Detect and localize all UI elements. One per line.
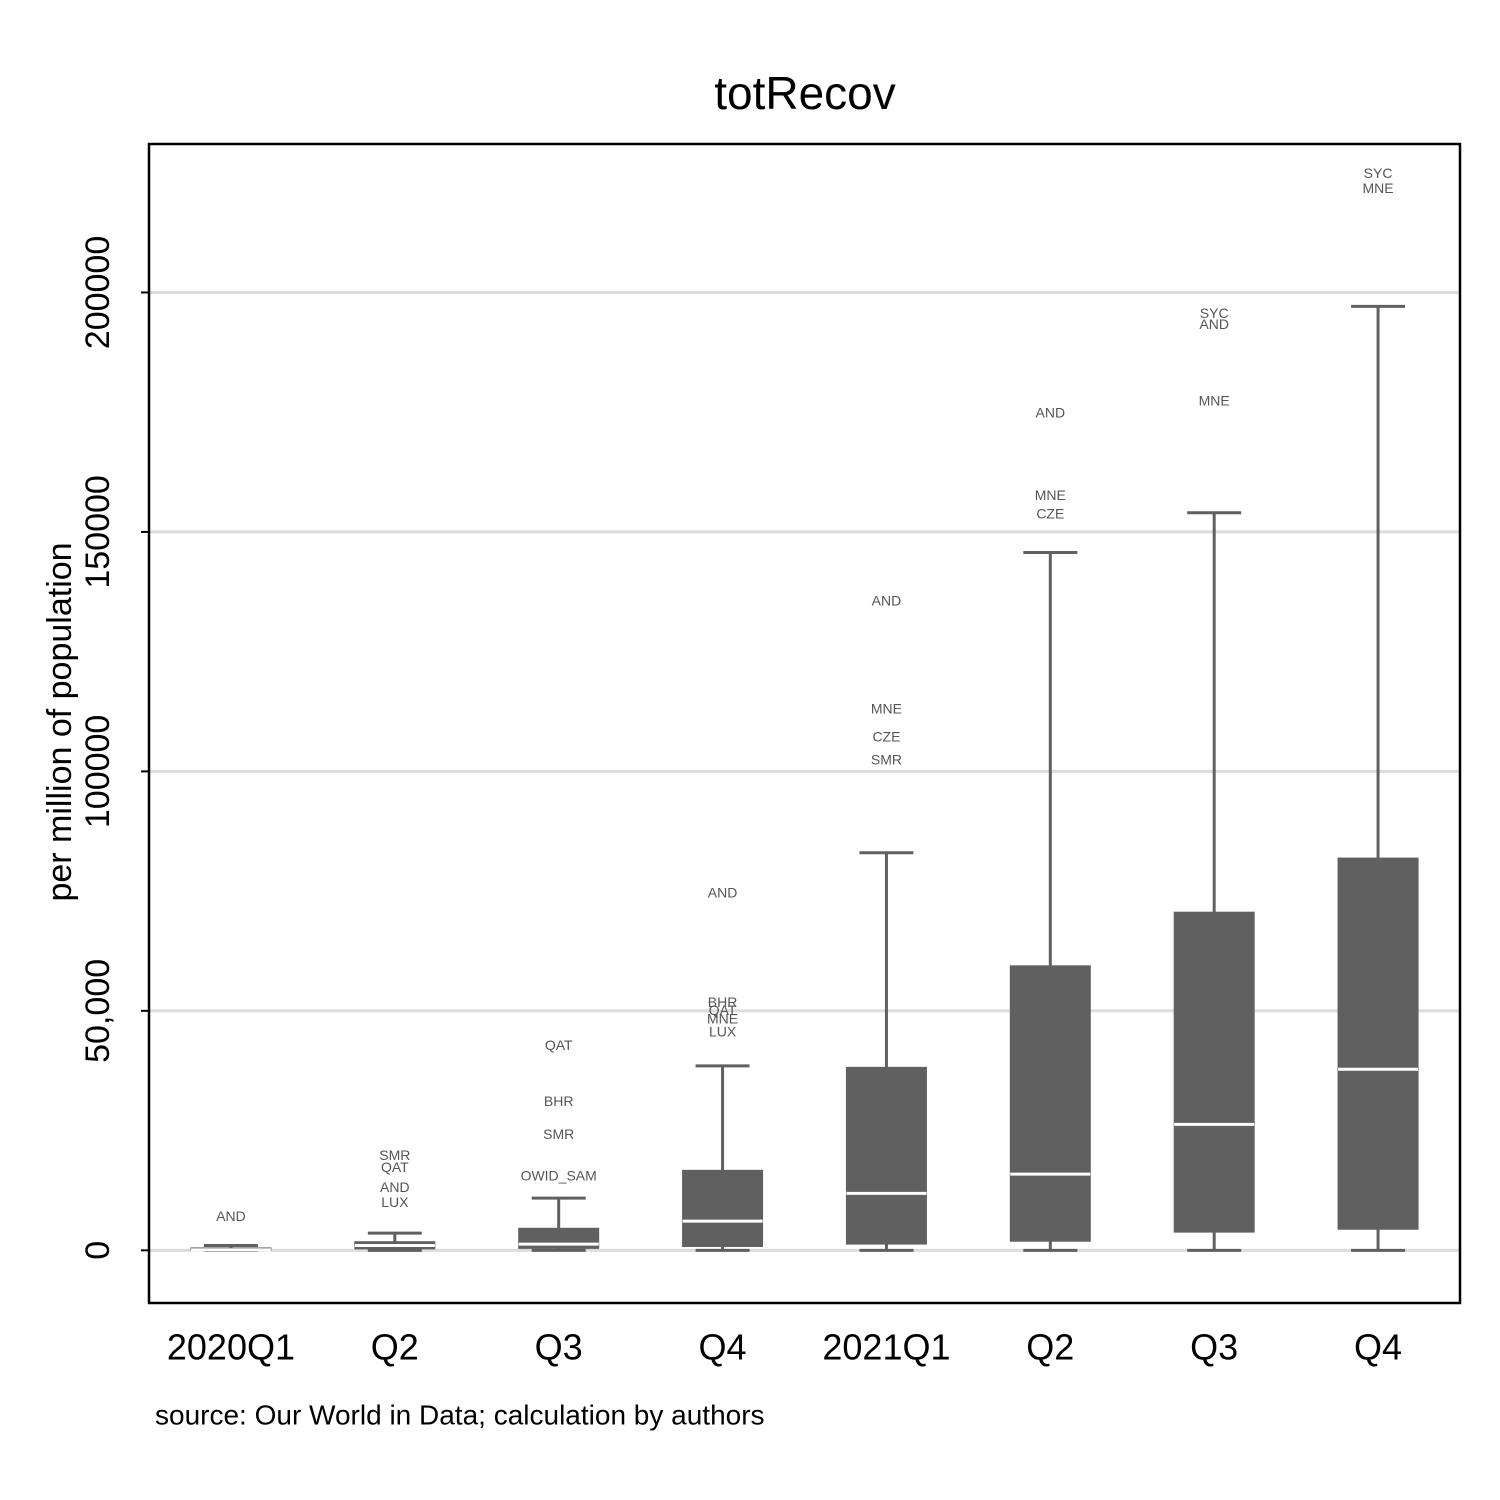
- outlier-label: AND: [872, 593, 902, 609]
- y-axis-title: per million of population: [41, 542, 79, 901]
- outlier-label: SYC: [1364, 165, 1393, 181]
- x-tick-label: Q2: [371, 1327, 419, 1368]
- outlier-label: CZE: [1036, 505, 1064, 521]
- outlier-label: AND: [1036, 404, 1066, 420]
- outlier-label: LUX: [381, 1194, 409, 1210]
- source-note: source: Our World in Data; calculation b…: [155, 1399, 765, 1430]
- outlier-label: QAT: [381, 1159, 409, 1175]
- outlier-label: CZE: [872, 729, 900, 745]
- x-tick-label: Q3: [535, 1327, 583, 1368]
- outlier-label: SMR: [379, 1147, 410, 1163]
- y-tick-label: 50,000: [79, 959, 117, 1063]
- chart-title: totRecov: [714, 67, 896, 119]
- y-tick-label: 150000: [79, 475, 117, 588]
- outlier-label: AND: [380, 1179, 410, 1195]
- outlier-label: AND: [1199, 316, 1229, 332]
- outlier-label: SYC: [1200, 305, 1229, 321]
- x-tick-label: 2021Q1: [822, 1327, 950, 1368]
- outlier-label: LUX: [709, 1024, 737, 1040]
- outlier-label: QAT: [709, 1002, 737, 1018]
- outlier-label: AND: [216, 1208, 246, 1224]
- outlier-label: BHR: [708, 994, 738, 1010]
- x-tick-label: Q4: [1354, 1327, 1402, 1368]
- y-tick-label: 0: [79, 1241, 117, 1260]
- y-tick-label: 100000: [79, 715, 117, 828]
- outlier-label: MNE: [1199, 392, 1230, 408]
- outlier-label: MNE: [707, 1011, 738, 1027]
- outlier-label: SMR: [871, 752, 902, 768]
- outlier-label: SMR: [543, 1126, 574, 1142]
- box: [1173, 911, 1255, 1233]
- x-tick-label: Q3: [1190, 1327, 1238, 1368]
- outlier-label: QAT: [545, 1037, 573, 1053]
- box: [845, 1066, 927, 1245]
- box: [1009, 965, 1091, 1242]
- outlier-label: MNE: [1363, 180, 1394, 196]
- box: [1337, 857, 1419, 1230]
- x-tick-label: Q2: [1026, 1327, 1074, 1368]
- outlier-label: MNE: [1035, 487, 1066, 503]
- outlier-label: AND: [708, 885, 738, 901]
- plot-frame: [147, 142, 1462, 1305]
- x-tick-label: Q4: [699, 1327, 747, 1368]
- outlier-label: MNE: [871, 700, 902, 716]
- outlier-label: OWID_SAM: [521, 1168, 597, 1184]
- outlier-label: BHR: [544, 1093, 574, 1109]
- y-tick-label: 200000: [79, 236, 117, 349]
- x-tick-label: 2020Q1: [167, 1327, 295, 1368]
- box: [682, 1169, 764, 1247]
